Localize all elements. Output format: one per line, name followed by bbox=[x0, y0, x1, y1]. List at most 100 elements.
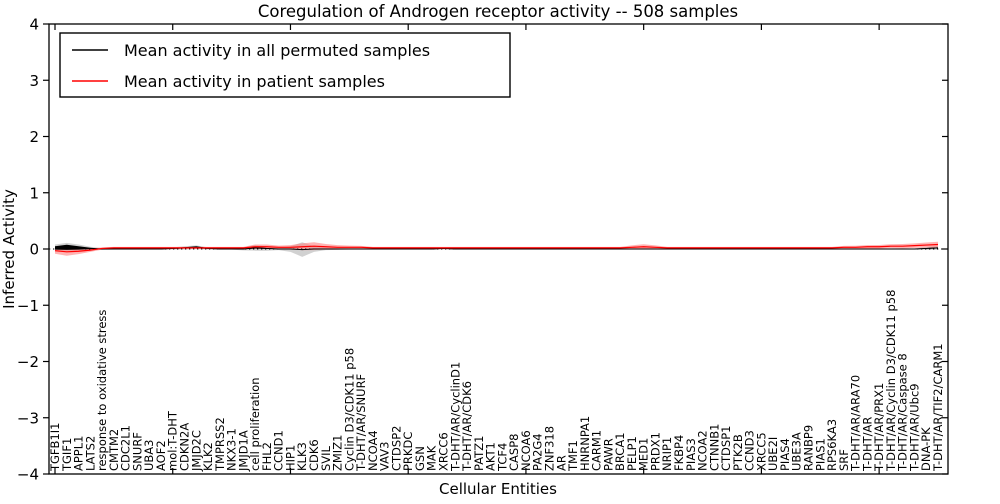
legend-label-permuted: Mean activity in all permuted samples bbox=[124, 41, 430, 60]
x-category-label: PAWR bbox=[601, 438, 615, 471]
x-category-label: HIP1 bbox=[283, 445, 297, 471]
x-category-label: XRCC6 bbox=[437, 432, 451, 471]
y-tick-label: 3 bbox=[29, 72, 39, 90]
x-category-label: CASP8 bbox=[507, 434, 521, 471]
x-category-label: CCND1 bbox=[272, 430, 286, 471]
x-category-label: HNRNPA1 bbox=[578, 416, 592, 471]
x-category-label: UBE3A bbox=[790, 432, 804, 471]
x-category-label: TCF4 bbox=[495, 443, 509, 472]
y-axis-label: Inferred Activity bbox=[0, 189, 18, 309]
x-category-label: TGFB1I1 bbox=[48, 423, 62, 472]
x-category-label: MED1 bbox=[637, 438, 651, 471]
x-category-label: SRF bbox=[837, 449, 851, 471]
y-tick-label: 0 bbox=[29, 241, 39, 259]
x-category-label: response to oxidative stress bbox=[95, 310, 109, 471]
y-tick-label: −1 bbox=[17, 297, 39, 315]
x-category-label: FHL2 bbox=[260, 442, 274, 471]
legend-box bbox=[59, 32, 511, 98]
x-category-label: DNA-PK bbox=[919, 427, 933, 471]
x-category-label: PELP1 bbox=[625, 436, 639, 471]
x-category-label: PATZ1 bbox=[472, 436, 486, 471]
x-category-label: AOF2 bbox=[154, 440, 168, 471]
x-category-label: SNURF bbox=[130, 432, 144, 471]
x-category-label: PIAS1 bbox=[813, 438, 827, 471]
x-category-label: CDKN2A bbox=[178, 423, 192, 471]
x-category-label: CARM1 bbox=[590, 430, 604, 471]
x-category-label: KLK3 bbox=[295, 442, 309, 471]
x-category-label: PTK2B bbox=[731, 434, 745, 471]
x-category-label: Cyclin D3/CDK11 p58 bbox=[342, 348, 356, 471]
x-category-label: GSN bbox=[413, 446, 427, 471]
x-category-label: cell proliferation bbox=[248, 377, 262, 471]
x-category-label: CTDSP1 bbox=[719, 426, 733, 471]
x-category-label: ZMIZ1 bbox=[331, 435, 345, 471]
permuted-std-band bbox=[55, 242, 938, 257]
x-category-label: PA2G4 bbox=[531, 433, 545, 471]
x-category-label: AKT1 bbox=[484, 442, 498, 471]
x-category-label: FKBP4 bbox=[672, 435, 686, 471]
x-category-label: TMPRSS2 bbox=[213, 417, 227, 472]
x-category-label: AR bbox=[554, 455, 568, 471]
x-category-label: T-DHT/AR/TIF2/CARM1 bbox=[931, 343, 945, 472]
x-category-label: PRDX1 bbox=[648, 432, 662, 471]
y-tick-label: 1 bbox=[29, 184, 39, 202]
y-tick-label: −4 bbox=[17, 466, 39, 484]
x-category-label: NCOA4 bbox=[366, 430, 380, 471]
x-category-label: CCND3 bbox=[743, 430, 757, 471]
x-category-label: T-DHT/AR/Cyclin D3/CDK11 p58 bbox=[884, 290, 898, 472]
y-axis-ticks: 4 3 2 1 0 −1 −2 −3 −4 bbox=[17, 16, 948, 484]
chart-title: Coregulation of Androgen receptor activi… bbox=[258, 2, 738, 21]
x-category-label: T-DHT/AR bbox=[860, 417, 874, 472]
y-tick-label: −3 bbox=[17, 409, 39, 427]
x-category-label: RPS6KA3 bbox=[825, 419, 839, 471]
x-category-label: UBE2I bbox=[766, 437, 780, 471]
x-category-label: JMJD1A bbox=[236, 430, 250, 472]
x-category-label: NCOA6 bbox=[519, 430, 533, 471]
x-category-label: KLK2 bbox=[201, 442, 215, 471]
x-category-label: XRCC5 bbox=[754, 432, 768, 471]
legend: Mean activity in all permuted samples Me… bbox=[59, 32, 511, 98]
x-category-label: MAK bbox=[425, 445, 439, 471]
x-category-label: CDK6 bbox=[307, 439, 321, 471]
series-lines bbox=[54, 243, 939, 253]
x-category-label: SVIL bbox=[319, 445, 333, 471]
x-category-label: CMTM2 bbox=[107, 429, 121, 471]
y-tick-label: 4 bbox=[29, 16, 39, 34]
legend-label-patient: Mean activity in patient samples bbox=[124, 72, 385, 91]
x-category-label: T-DHT/AR/SNURF bbox=[354, 374, 368, 472]
y-tick-label: 2 bbox=[29, 128, 39, 146]
x-category-label: PRKDC bbox=[401, 432, 415, 471]
x-category-label: T-DHT/AR/Caspase 8 bbox=[896, 353, 910, 472]
y-tick-label: −2 bbox=[17, 353, 39, 371]
x-category-label: TGIF1 bbox=[60, 438, 74, 472]
x-category-label: T-DHT/AR/PRX1 bbox=[872, 383, 886, 472]
x-category-label: NCOA2 bbox=[696, 430, 710, 471]
x-category-label: PIAS4 bbox=[778, 438, 792, 471]
x-category-label: T-DHT/AR/CyclinD1 bbox=[448, 362, 462, 472]
x-category-label: VAV3 bbox=[378, 442, 392, 471]
x-category-label: T-DHT/AR/ARA70 bbox=[849, 375, 863, 472]
x-category-label: CTNNB1 bbox=[707, 424, 721, 471]
x-category-label: mol:T-DHT bbox=[166, 410, 180, 471]
x-category-label: PIAS3 bbox=[684, 438, 698, 471]
x-category-label: TMF1 bbox=[566, 440, 580, 472]
x-axis-ticks bbox=[54, 24, 880, 474]
x-category-label: NKX3-1 bbox=[225, 428, 239, 471]
x-category-label: RANBP9 bbox=[801, 425, 815, 471]
x-category-label: ZNF318 bbox=[542, 426, 556, 471]
x-category-label: BRCA1 bbox=[613, 432, 627, 471]
x-category-label: JMJD2C bbox=[189, 430, 203, 472]
x-category-label: CTDSP2 bbox=[389, 426, 403, 471]
x-category-label: APPL1 bbox=[72, 436, 86, 471]
x-category-label: NRIP1 bbox=[660, 437, 674, 471]
x-category-label: T-DHT/AR/Ubc9 bbox=[907, 383, 921, 472]
patient-mean-line bbox=[54, 243, 939, 253]
x-category-label: CDC2L1 bbox=[119, 425, 133, 471]
x-axis-label: Cellular Entities bbox=[439, 480, 557, 498]
x-category-label: T-DHT/AR/CDK6 bbox=[460, 381, 474, 472]
x-category-label: UBA3 bbox=[142, 440, 156, 472]
x-category-label: LATS2 bbox=[83, 436, 97, 471]
